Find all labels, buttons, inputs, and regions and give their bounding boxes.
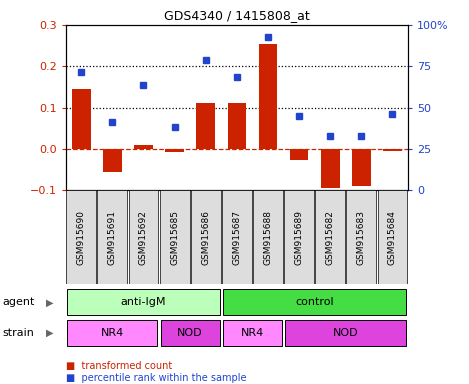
- Bar: [253, 190, 283, 284]
- Bar: [67, 290, 219, 315]
- Bar: [383, 149, 402, 151]
- Bar: [315, 190, 345, 284]
- Bar: [103, 149, 121, 172]
- Text: GSM915684: GSM915684: [388, 210, 397, 265]
- Text: GSM915686: GSM915686: [201, 210, 210, 265]
- Bar: [191, 190, 220, 284]
- Bar: [285, 320, 407, 346]
- Text: GSM915688: GSM915688: [264, 210, 272, 265]
- Bar: [352, 149, 371, 186]
- Text: agent: agent: [2, 297, 35, 308]
- Text: GSM915683: GSM915683: [357, 210, 366, 265]
- Bar: [290, 149, 309, 160]
- Bar: [67, 320, 158, 346]
- Text: GSM915690: GSM915690: [77, 210, 86, 265]
- Text: GSM915691: GSM915691: [108, 210, 117, 265]
- Bar: [222, 190, 252, 284]
- Bar: [284, 190, 314, 284]
- Bar: [227, 103, 246, 149]
- Text: NR4: NR4: [241, 328, 264, 338]
- Bar: [72, 89, 91, 149]
- Text: ■  percentile rank within the sample: ■ percentile rank within the sample: [66, 373, 246, 383]
- Text: anti-IgM: anti-IgM: [121, 297, 166, 308]
- Bar: [223, 320, 282, 346]
- Text: GSM915692: GSM915692: [139, 210, 148, 265]
- Bar: [378, 190, 408, 284]
- Text: ■  transformed count: ■ transformed count: [66, 361, 172, 371]
- Text: GSM915687: GSM915687: [232, 210, 242, 265]
- Bar: [129, 190, 159, 284]
- Text: GSM915685: GSM915685: [170, 210, 179, 265]
- Bar: [321, 149, 340, 188]
- Bar: [98, 190, 127, 284]
- Text: NR4: NR4: [101, 328, 124, 338]
- Bar: [159, 190, 189, 284]
- Bar: [223, 290, 407, 315]
- Bar: [165, 149, 184, 152]
- Bar: [66, 190, 96, 284]
- Text: ▶: ▶: [45, 297, 53, 308]
- Bar: [347, 190, 376, 284]
- Text: NOD: NOD: [333, 328, 359, 338]
- Text: GSM915682: GSM915682: [325, 210, 335, 265]
- Text: ▶: ▶: [45, 328, 53, 338]
- Bar: [160, 320, 219, 346]
- Text: NOD: NOD: [177, 328, 203, 338]
- Text: GSM915689: GSM915689: [295, 210, 303, 265]
- Bar: [134, 145, 153, 149]
- Bar: [258, 43, 277, 149]
- Bar: [197, 103, 215, 149]
- Text: control: control: [295, 297, 334, 308]
- Text: strain: strain: [2, 328, 34, 338]
- Title: GDS4340 / 1415808_at: GDS4340 / 1415808_at: [164, 9, 310, 22]
